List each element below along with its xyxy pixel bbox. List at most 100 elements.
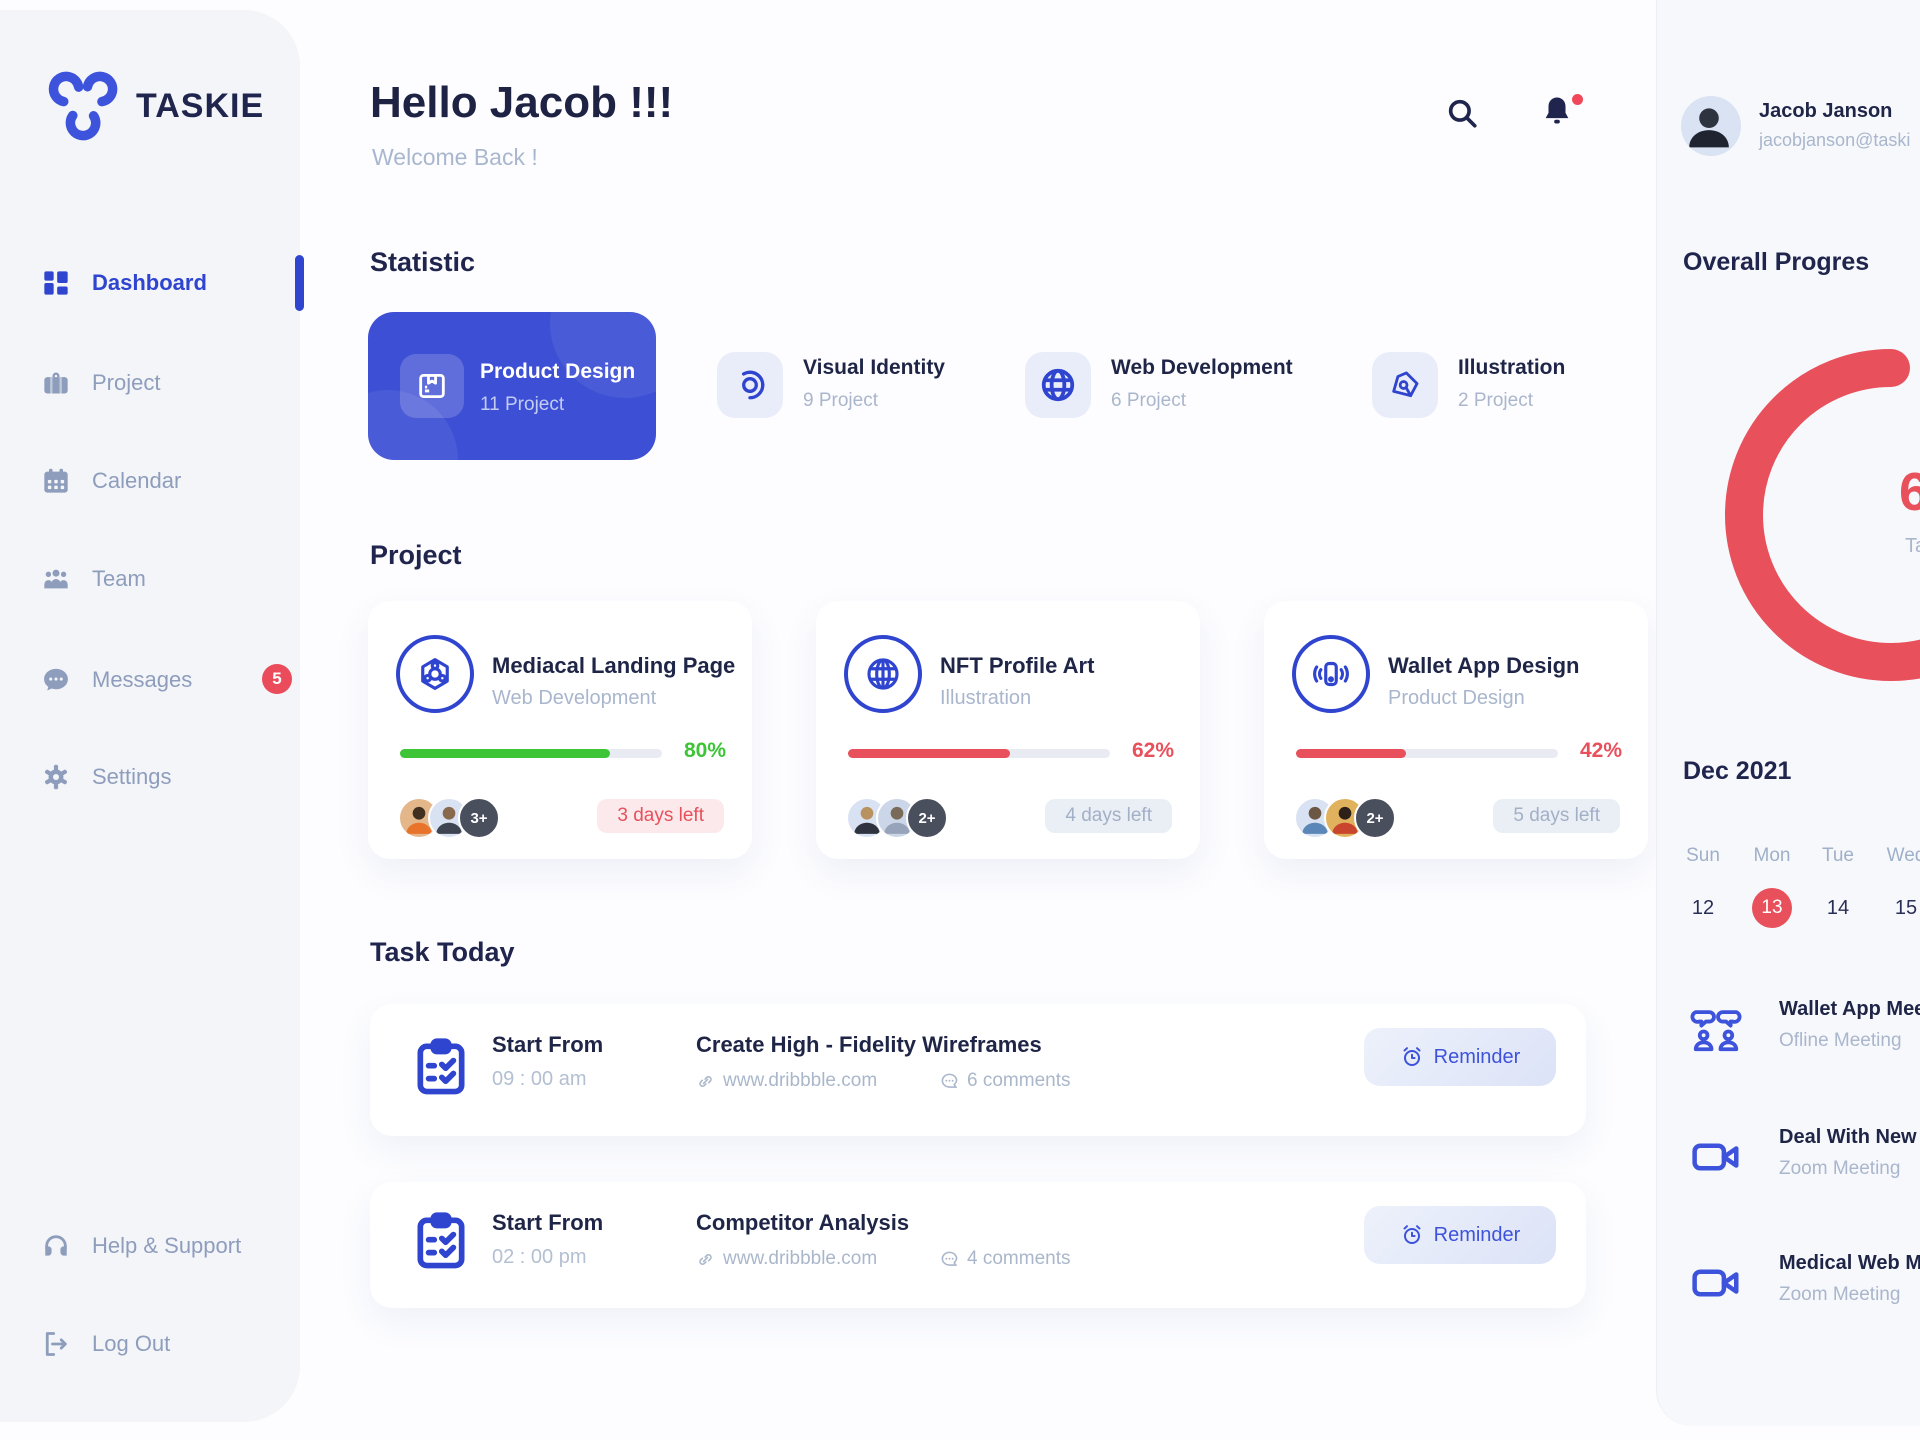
page-subtitle: Welcome Back ! (372, 144, 538, 170)
sidebar: TASKIE Dashboard Project (0, 10, 304, 1422)
meeting-title: Wallet App Mee (1779, 998, 1920, 1020)
sidebar-item-logout[interactable]: Log Out (0, 1320, 300, 1368)
avatar-more-count: 2+ (1354, 797, 1396, 839)
taskie-logo-icon (44, 68, 120, 144)
sidebar-item-messages[interactable]: Messages 5 (0, 656, 300, 704)
task-link[interactable]: www.dribbble.com (696, 1248, 877, 1270)
avatar-more-count: 2+ (906, 797, 948, 839)
statistic-heading: Statistic (370, 247, 476, 277)
sidebar-item-label: Project (92, 370, 161, 395)
reminder-button[interactable]: Reminder (1364, 1028, 1556, 1086)
calendar-icon (42, 467, 70, 495)
sidebar-item-help-support[interactable]: Help & Support (0, 1222, 300, 1270)
stat-card-product-design[interactable]: Product Design 11 Project (368, 312, 656, 460)
progress-value: 80% (683, 739, 726, 762)
stat-title: Web Development (1111, 356, 1293, 379)
project-title: NFT Profile Art (940, 653, 1095, 678)
meeting-item[interactable]: Wallet App Mee Ofline Meeting (1681, 996, 1920, 1066)
task-row: Start From 09 : 00 am Create High - Fide… (370, 1004, 1586, 1136)
project-card[interactable]: Wallet App Design Product Design 42% 2+ … (1264, 601, 1648, 859)
project-heading: Project (370, 540, 462, 570)
progress-value: 62% (1131, 739, 1174, 762)
overall-progress-ring: 61% Task Finis (1725, 349, 1920, 681)
sidebar-item-calendar[interactable]: Calendar (0, 457, 300, 505)
calendar-day: Mon (1753, 845, 1791, 866)
calendar-date-selected[interactable]: 13 (1742, 888, 1802, 928)
messages-badge: 5 (262, 664, 292, 694)
reminder-button[interactable]: Reminder (1364, 1206, 1556, 1264)
calendar-month: Dec 2021 (1683, 757, 1792, 785)
meeting-type: Zoom Meeting (1779, 1284, 1901, 1305)
task-comments[interactable]: 6 comments (940, 1070, 1070, 1092)
task-comments[interactable]: 4 comments (940, 1248, 1070, 1270)
sidebar-item-label: Dashboard (92, 270, 207, 295)
grid-icon (42, 269, 70, 297)
comment-icon (940, 1072, 959, 1091)
progress-value: 42% (1579, 739, 1622, 762)
task-link[interactable]: www.dribbble.com (696, 1070, 877, 1092)
sidebar-item-project[interactable]: Project (0, 359, 300, 407)
sidebar-item-team[interactable]: Team (0, 555, 300, 603)
date-label: 15 (1894, 896, 1918, 919)
days-left-badge: 3 days left (597, 799, 724, 833)
project-category: Illustration (940, 687, 1032, 709)
project-card[interactable]: Mediacal Landing Page Web Development 80… (368, 601, 752, 859)
project-card[interactable]: NFT Profile Art Illustration 62% 2+ 4 da… (816, 601, 1200, 859)
overall-progress-caption: Task Finis (1905, 535, 1920, 557)
stat-count: 6 Project (1111, 390, 1186, 411)
progress-bar (1296, 749, 1558, 758)
profile-name: Jacob Janson (1759, 100, 1893, 122)
task-link-text: www.dribbble.com (723, 1248, 878, 1269)
link-icon (696, 1072, 715, 1091)
link-icon (696, 1250, 715, 1269)
sidebar-item-label: Messages (92, 667, 193, 692)
task-title: Create High - Fidelity Wireframes (696, 1032, 1042, 1057)
globe-icon (1025, 352, 1091, 418)
sidebar-item-dashboard[interactable]: Dashboard (0, 255, 304, 311)
task-start-label: Start From (492, 1210, 604, 1235)
sidebar-item-label: Log Out (92, 1331, 171, 1356)
date-label: 12 (1691, 896, 1715, 919)
right-panel: Jacob Janson jacobjanson@taski Overall P… (1656, 0, 1920, 1426)
days-left-badge: 5 days left (1493, 799, 1620, 833)
people-chat-icon (1689, 1002, 1743, 1056)
sidebar-item-label: Settings (92, 764, 172, 789)
task-today-heading: Task Today (370, 937, 515, 967)
package-box-icon (400, 354, 464, 418)
pen-nib-icon (1372, 352, 1438, 418)
notification-bell-icon[interactable] (1540, 94, 1574, 128)
meeting-item[interactable]: Medical Web M Zoom Meeting (1681, 1250, 1920, 1320)
search-icon[interactable] (1445, 96, 1479, 130)
headset-icon (42, 1232, 70, 1260)
calendar-date[interactable]: 14 (1808, 888, 1868, 928)
project-title: Mediacal Landing Page (492, 653, 736, 678)
meeting-title: Deal With New (1779, 1126, 1917, 1148)
meeting-item[interactable]: Deal With New Zoom Meeting (1681, 1124, 1920, 1194)
meeting-type: Zoom Meeting (1779, 1158, 1901, 1179)
briefcase-icon (42, 369, 70, 397)
task-row: Start From 02 : 00 pm Competitor Analysi… (370, 1182, 1586, 1308)
stat-card-visual-identity[interactable]: Visual Identity 9 Project (717, 352, 1017, 422)
profile-avatar[interactable] (1681, 96, 1741, 156)
progress-bar (848, 749, 1110, 758)
stat-card-web-development[interactable]: Web Development 6 Project (1025, 352, 1325, 422)
comment-icon (940, 1250, 959, 1269)
meeting-title: Medical Web M (1779, 1252, 1920, 1274)
gear-icon (42, 763, 70, 791)
project-category: Product Design (1388, 687, 1525, 709)
date-label: 14 (1826, 896, 1850, 919)
task-link-text: www.dribbble.com (723, 1070, 878, 1091)
task-time: 02 : 00 pm (492, 1246, 587, 1268)
calendar-date[interactable]: 15 (1876, 888, 1920, 928)
calendar-day: Tue (1821, 845, 1855, 866)
sidebar-item-settings[interactable]: Settings (0, 753, 300, 801)
alarm-icon (1400, 1223, 1424, 1247)
page-title: Hello Jacob !!! (370, 78, 674, 127)
stat-count: 11 Project (480, 394, 565, 415)
stat-card-illustration[interactable]: Illustration 2 Project (1372, 352, 1672, 422)
task-title: Competitor Analysis (696, 1210, 910, 1235)
stat-count: 2 Project (1458, 390, 1533, 411)
reminder-label: Reminder (1433, 1045, 1521, 1068)
profile-email: jacobjanson@taski (1759, 130, 1911, 150)
calendar-date[interactable]: 12 (1673, 888, 1733, 928)
